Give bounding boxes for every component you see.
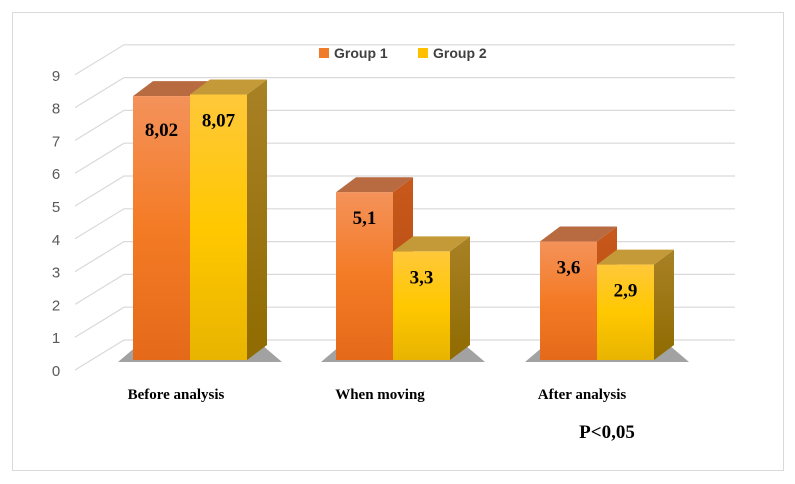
gridline: [74, 142, 735, 174]
y-tick-label: 1: [52, 330, 60, 347]
y-tick-label: 9: [52, 68, 60, 85]
bar-top: [336, 177, 413, 193]
y-tick-label: 4: [52, 232, 60, 249]
bar-front: [190, 94, 247, 360]
y-tick-label: 5: [52, 199, 60, 216]
bar-front: [597, 264, 654, 360]
chart-frame: [12, 12, 784, 471]
data-label: 5,1: [353, 208, 377, 229]
bar-top: [190, 79, 267, 95]
gridline: [74, 339, 735, 371]
y-tick-label: 2: [52, 297, 60, 314]
bar-front: [540, 241, 597, 360]
data-label: 3,6: [557, 258, 581, 279]
bar-side: [654, 249, 674, 360]
gridline: [74, 306, 735, 338]
gridline: [74, 208, 735, 240]
legend-label-group-1: Group 1: [334, 45, 388, 61]
bar-top: [133, 81, 210, 97]
data-label: 3,3: [410, 267, 434, 288]
bar-top: [393, 236, 470, 252]
bar-front: [133, 96, 190, 360]
y-tick-label: 3: [52, 265, 60, 282]
legend-swatch-group-1: [319, 48, 329, 58]
y-tick-label: 0: [52, 363, 60, 380]
p-value-annotation: P<0,05: [579, 422, 635, 443]
data-label: 2,9: [614, 281, 638, 302]
bar-side: [247, 79, 267, 360]
gridline: [74, 76, 735, 109]
y-tick-label: 7: [52, 133, 60, 150]
gridline: [74, 273, 735, 305]
data-label: 8,02: [145, 120, 178, 141]
legend-label-group-2: Group 2: [433, 45, 487, 61]
bar-group-2-2: 2,9: [597, 249, 674, 360]
bar-side: [450, 236, 470, 360]
data-label: 8,07: [202, 110, 236, 131]
bar-group-2-0: 8,07: [190, 79, 267, 360]
x-tick-label: Before analysis: [128, 387, 225, 403]
y-tick-label: 8: [52, 101, 60, 118]
bar-front: [336, 192, 393, 360]
y-tick-label: 6: [52, 166, 60, 183]
bar-top: [540, 226, 617, 242]
gridline: [74, 44, 735, 76]
bar-group-2-1: 3,3: [393, 236, 470, 360]
gridline: [74, 241, 735, 273]
bar-front: [393, 251, 450, 360]
legend-swatch-group-2: [418, 48, 428, 58]
x-tick-label: When moving: [335, 387, 425, 403]
legend: Group 1 Group 2: [319, 45, 487, 61]
gridline: [74, 175, 735, 207]
gridline: [74, 109, 735, 141]
bar-top: [597, 249, 674, 265]
x-tick-label: After analysis: [538, 387, 627, 403]
